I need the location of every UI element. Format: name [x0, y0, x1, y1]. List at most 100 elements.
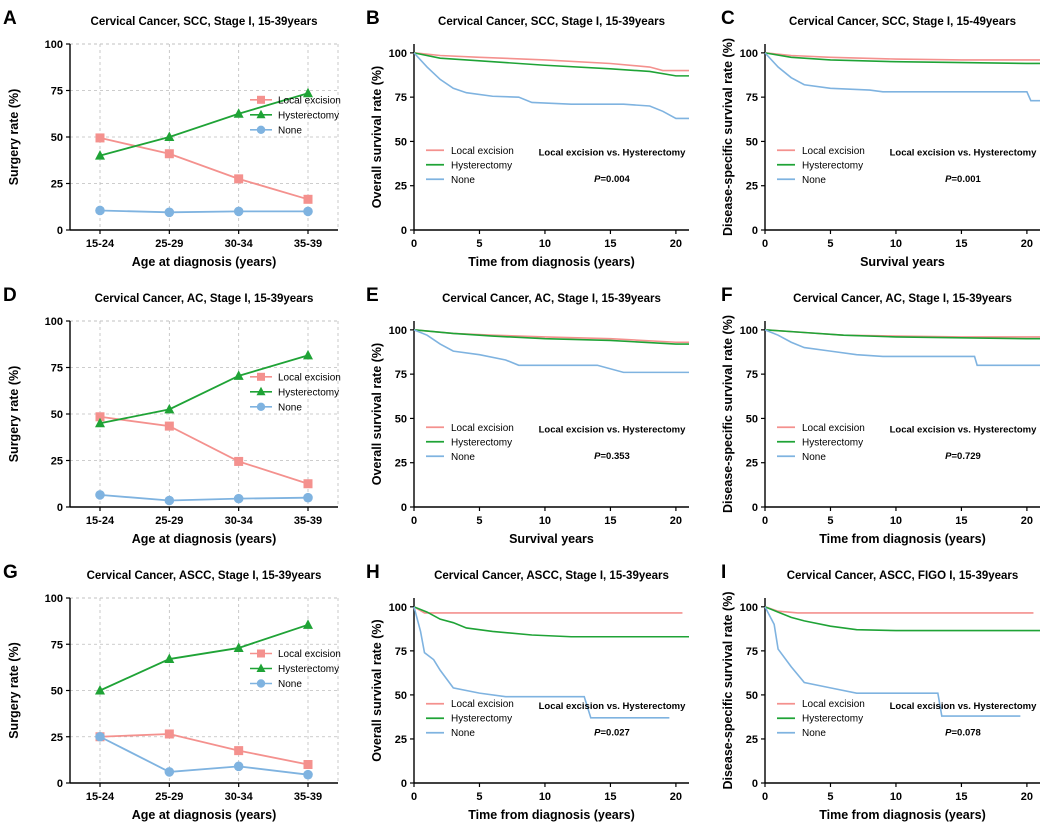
p-value-label: P=0.001: [945, 174, 981, 185]
comparison-label: Local excision vs. Hysterectomy: [539, 148, 687, 159]
panel-label: I: [721, 562, 726, 583]
legend-label: Local excision: [451, 146, 514, 157]
survival-curve-hyst: [764, 52, 1040, 65]
p-symbol: P: [594, 451, 601, 462]
x-tick-label: 15: [604, 791, 616, 803]
y-axis-label: Disease-specific survival rate (%): [721, 591, 735, 789]
legend-label: None: [451, 452, 475, 463]
legend-label: Hysterectomy: [451, 437, 512, 448]
legend-label: Local excision: [278, 95, 341, 106]
legend-label: Hysterectomy: [278, 664, 339, 675]
data-point-square: [234, 174, 244, 184]
x-tick-label: 15-24: [86, 791, 115, 803]
legend-marker-circle: [256, 402, 266, 411]
chart-title: Cervical Cancer, ASCC, Stage I, 15-39yea…: [434, 570, 669, 582]
data-point-circle: [95, 731, 105, 742]
x-tick-label: 5: [827, 238, 833, 250]
survival-curve-hyst: [413, 329, 689, 345]
x-tick-label: 20: [1021, 238, 1033, 250]
x-tick-label: 20: [670, 238, 682, 250]
legend-label: Local excision: [278, 649, 341, 660]
panel-label: H: [366, 562, 380, 583]
y-tick-label: 100: [389, 325, 407, 337]
panel-label: F: [721, 285, 733, 306]
panel-d: D Cervical Cancer, AC, Stage I, 15-39year…: [3, 285, 341, 546]
data-point-circle: [233, 761, 244, 772]
y-axis-label: Surgery rate (%): [7, 642, 21, 739]
p-symbol: P: [945, 727, 952, 738]
series-line-none: [99, 735, 309, 776]
x-tick-label: 5: [476, 238, 482, 250]
y-tick-label: 75: [746, 646, 758, 658]
legend-marker-triangle: [256, 386, 266, 396]
chart-title: Cervical Cancer, AC, Stage I, 15-39years: [442, 293, 661, 305]
legend-label: Local excision: [802, 699, 865, 710]
data-point-triangle: [164, 403, 175, 414]
p-value: =0.078: [952, 727, 981, 738]
y-tick-label: 75: [395, 369, 407, 381]
x-tick-label: 30-34: [225, 515, 254, 527]
survival-curve-none: [413, 329, 689, 374]
comparison-label: Local excision vs. Hysterectomy: [890, 148, 1038, 159]
x-tick-label: 35-39: [294, 791, 322, 803]
y-tick-label: 100: [389, 48, 407, 60]
series-line-hyst: [99, 354, 309, 425]
x-tick-label: 5: [476, 515, 482, 527]
y-tick-label: 25: [746, 458, 758, 470]
x-tick-label: 10: [890, 791, 902, 803]
legend-label: None: [278, 679, 302, 690]
y-axis-label: Surgery rate (%): [7, 366, 21, 463]
x-axis-label: Age at diagnosis (years): [132, 532, 277, 546]
data-point-circle: [233, 206, 244, 217]
panel-g: G Cervical Cancer, ASCC, Stage I, 15-39ye…: [3, 562, 341, 822]
x-tick-label: 25-29: [155, 791, 183, 803]
data-point-triangle: [233, 642, 244, 652]
y-tick-label: 25: [395, 458, 407, 470]
legend-marker-square: [257, 372, 265, 381]
x-tick-label: 0: [762, 238, 768, 250]
panel-b: B Cervical Cancer, SCC, Stage I, 15-39yea…: [366, 8, 689, 269]
series-line-local: [99, 415, 309, 485]
survival-curve-local: [413, 606, 683, 614]
legend-label: Hysterectomy: [451, 714, 512, 725]
y-tick-label: 75: [395, 92, 407, 104]
legend-label: Local excision: [802, 146, 865, 157]
legend-label: Local excision: [451, 423, 514, 434]
x-tick-label: 20: [670, 791, 682, 803]
data-point-square: [95, 133, 105, 143]
survival-curve-none: [413, 52, 689, 120]
data-point-triangle: [303, 349, 313, 360]
panel-c: C Cervical Cancer, SCC, Stage I, 15-49yea…: [721, 8, 1040, 269]
p-value: =0.027: [601, 727, 630, 738]
x-tick-label: 10: [890, 515, 902, 527]
y-tick-label: 0: [401, 502, 407, 514]
survival-curve-hyst: [764, 329, 1040, 340]
legend-marker-triangle: [256, 663, 266, 672]
legend-label: Local excision: [451, 699, 514, 710]
x-tick-label: 0: [762, 791, 768, 803]
p-value-label: P=0.078: [945, 727, 981, 738]
x-tick-label: 5: [827, 791, 833, 803]
x-tick-label: 20: [1021, 791, 1033, 803]
x-tick-label: 0: [762, 515, 768, 527]
x-axis-label: Survival years: [509, 532, 594, 546]
data-point-circle: [303, 206, 313, 217]
y-axis-label: Disease-specific survival rate (%): [721, 315, 735, 513]
x-tick-label: 5: [476, 791, 482, 803]
legend-label: Hysterectomy: [278, 387, 339, 398]
data-point-circle: [303, 769, 313, 780]
y-tick-label: 100: [740, 325, 758, 337]
y-tick-label: 75: [395, 646, 407, 658]
y-tick-label: 50: [51, 686, 63, 698]
x-tick-label: 10: [539, 791, 551, 803]
data-point-circle: [164, 495, 175, 506]
x-tick-label: 15: [955, 238, 967, 250]
y-tick-label: 0: [401, 778, 407, 790]
y-tick-label: 50: [746, 136, 758, 148]
legend-label: None: [278, 125, 302, 136]
chart-title: Cervical Cancer, SCC, Stage I, 15-39year…: [438, 16, 665, 28]
x-tick-label: 25-29: [155, 515, 183, 527]
series-line-hyst: [99, 623, 309, 692]
y-tick-label: 50: [395, 136, 407, 148]
